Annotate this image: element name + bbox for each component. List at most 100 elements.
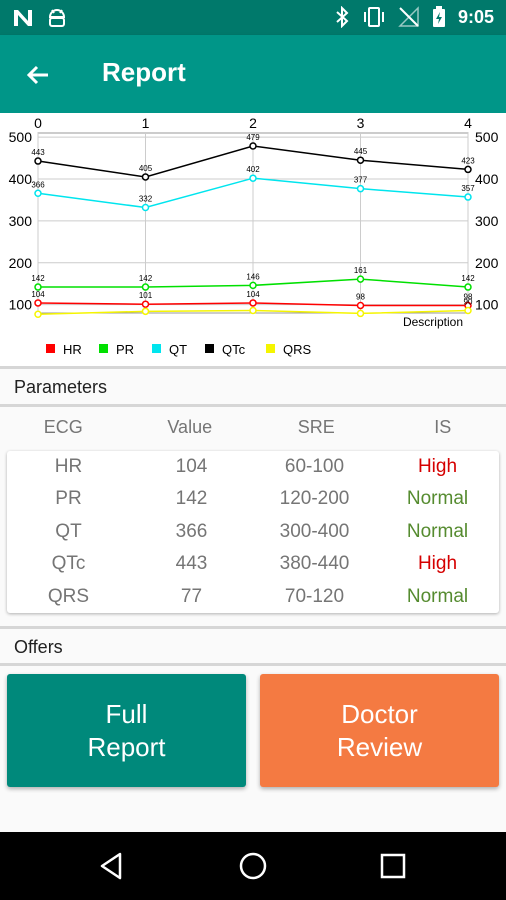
y-tick-label-left: 100 bbox=[9, 297, 33, 313]
data-point-qtc bbox=[141, 173, 150, 181]
status-bar: 9:05 bbox=[0, 0, 506, 35]
data-point-qt bbox=[141, 203, 150, 212]
y-tick-label-left: 500 bbox=[9, 129, 33, 145]
column-header-ecg: ECG bbox=[43, 417, 83, 437]
clock: 9:05 bbox=[457, 6, 494, 27]
column-header-is: IS bbox=[434, 417, 452, 437]
data-point-qt bbox=[356, 184, 365, 193]
data-label-qtc: 443 bbox=[31, 148, 45, 157]
data-point-qrs bbox=[34, 310, 42, 319]
data-point-qrs bbox=[141, 307, 150, 316]
data-label-hr: 101 bbox=[139, 291, 153, 300]
full-report-button[interactable]: Full Report bbox=[7, 674, 246, 787]
y-tick-label-left: 400 bbox=[9, 171, 33, 187]
table-row: QRS 77 70-120 Normal bbox=[7, 581, 499, 613]
x-tick-label: 0 bbox=[34, 115, 42, 131]
data-label-qtc: 445 bbox=[354, 147, 368, 156]
cell-value: 142 bbox=[175, 488, 208, 510]
cell-sre: 70-120 bbox=[284, 585, 345, 607]
cell-status: Normal bbox=[406, 585, 469, 607]
divider bbox=[0, 404, 506, 407]
offers-title: Offers bbox=[14, 637, 63, 657]
vibrate-icon bbox=[363, 7, 384, 27]
data-point-qt bbox=[34, 189, 42, 198]
table-row: QT 366 300-400 Normal bbox=[7, 516, 499, 548]
data-label-hr: 104 bbox=[246, 290, 260, 299]
divider bbox=[0, 626, 506, 629]
page-title: Report bbox=[102, 57, 186, 87]
series-lines: 104 101 104 98 98 142 142 146 161 142 366 332 402 377… bbox=[31, 133, 475, 319]
column-header-value: Value bbox=[167, 417, 213, 437]
cell-sre: 60-100 bbox=[284, 456, 345, 477]
data-point-pr bbox=[356, 275, 365, 283]
data-label-qtc: 423 bbox=[461, 156, 475, 165]
data-label-pr: 161 bbox=[354, 266, 368, 275]
x-tick-label: 4 bbox=[464, 115, 472, 131]
table-row: QTc 443 380-440 High bbox=[7, 548, 499, 580]
parameters-card: HR 104 60-100 High PR 142 120-200 Normal… bbox=[7, 451, 499, 613]
legend-swatch-qt bbox=[152, 344, 161, 353]
data-point-qt bbox=[249, 174, 257, 182]
cell-status: Normal bbox=[406, 520, 469, 542]
cell-sre: 120-200 bbox=[279, 488, 350, 510]
legend-label-hr: HR bbox=[63, 342, 82, 357]
y-tick-label-right: 300 bbox=[475, 213, 499, 229]
back-triangle-icon[interactable] bbox=[96, 850, 128, 882]
cell-ecg: PR bbox=[55, 488, 82, 510]
legend-swatch-pr bbox=[99, 344, 108, 353]
data-point-qtc bbox=[249, 142, 257, 150]
legend-label-pr: PR bbox=[116, 342, 134, 357]
data-label-qt: 366 bbox=[31, 180, 45, 189]
legend-swatch-hr bbox=[46, 344, 55, 353]
column-header-sre: SRE bbox=[297, 417, 335, 437]
y-tick-labels-right: 100 200 300 400 500 bbox=[475, 129, 499, 312]
parameters-title: Parameters bbox=[14, 377, 108, 397]
home-circle-icon[interactable] bbox=[237, 850, 269, 882]
data-point-qtc bbox=[464, 165, 472, 174]
y-tick-label-right: 100 bbox=[475, 297, 499, 313]
data-label-qtc: 405 bbox=[139, 164, 153, 173]
data-label-qrs: 90 bbox=[464, 297, 473, 306]
data-label-pr: 146 bbox=[246, 272, 260, 281]
cell-status: High bbox=[417, 456, 458, 477]
data-label-qt: 357 bbox=[461, 184, 475, 193]
data-point-pr bbox=[141, 283, 150, 291]
data-point-hr bbox=[356, 301, 365, 310]
x-tick-labels: 0 1 2 3 4 bbox=[34, 115, 472, 131]
cell-ecg: HR bbox=[54, 456, 83, 477]
data-label-pr: 142 bbox=[139, 274, 153, 283]
cell-value: 104 bbox=[175, 456, 208, 477]
cell-sre: 380-440 bbox=[279, 553, 350, 575]
legend-swatch-qtc bbox=[205, 344, 214, 353]
y-tick-label-left: 300 bbox=[9, 213, 33, 229]
cell-value: 443 bbox=[175, 553, 208, 575]
legend-swatch-qrs bbox=[266, 344, 275, 353]
table-row: HR 104 60-100 High bbox=[7, 451, 499, 483]
recents-square-icon[interactable] bbox=[377, 850, 409, 882]
android-debug-icon bbox=[48, 9, 66, 27]
legend-label-qrs: QRS bbox=[283, 342, 312, 357]
data-point-qrs bbox=[464, 306, 472, 315]
data-label-hr: 98 bbox=[464, 292, 473, 301]
data-point-pr bbox=[34, 283, 42, 291]
data-point-hr bbox=[141, 300, 150, 308]
doctor-review-button[interactable]: Doctor Review bbox=[260, 674, 499, 787]
data-point-qrs bbox=[249, 306, 257, 315]
data-point-pr bbox=[464, 283, 472, 291]
y-tick-label-left: 200 bbox=[9, 255, 33, 271]
arrow-back-icon[interactable] bbox=[22, 59, 54, 91]
chart-description: Description bbox=[403, 315, 463, 329]
y-tick-label-right: 400 bbox=[475, 171, 499, 187]
legend-label-qtc: QTc bbox=[222, 342, 246, 357]
legend-label-qt: QT bbox=[169, 342, 187, 357]
navigation-bar bbox=[0, 832, 506, 900]
battery-charging-icon bbox=[432, 6, 445, 27]
y-tick-label-right: 500 bbox=[475, 129, 499, 145]
data-point-hr bbox=[34, 299, 42, 307]
cell-value: 77 bbox=[180, 585, 203, 607]
chart-legend: HR PR QT QTc QRS bbox=[46, 342, 312, 357]
x-tick-label: 1 bbox=[142, 115, 150, 131]
cell-status: High bbox=[417, 553, 458, 575]
cell-ecg: QTc bbox=[51, 553, 86, 575]
divider bbox=[0, 366, 506, 369]
